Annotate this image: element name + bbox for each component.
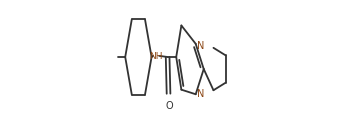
- Text: N: N: [197, 88, 205, 98]
- Text: NH: NH: [149, 51, 163, 60]
- Text: O: O: [165, 100, 173, 110]
- Text: N: N: [197, 41, 205, 50]
